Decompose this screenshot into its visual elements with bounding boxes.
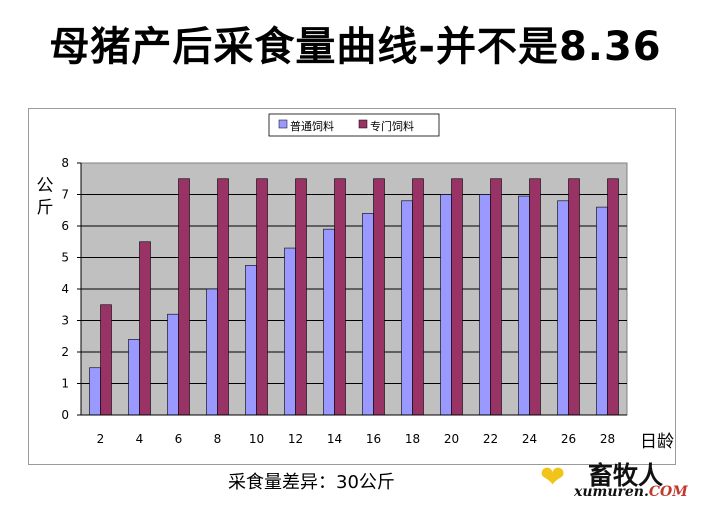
bar-special-20 [451,178,463,416]
bar-special-18 [412,178,424,416]
bar-special-4 [139,241,151,416]
x-tick-label: 24 [522,432,537,446]
bar-regular-16 [362,213,374,416]
y-tick-label: 7 [61,188,69,202]
x-axis-label: 日龄 [640,432,674,452]
bar-regular-12 [284,247,296,416]
x-tick-label: 18 [405,432,420,446]
bar-special-12 [295,178,307,416]
bar-regular-22 [479,194,491,416]
bar-special-6 [178,178,190,416]
bar-regular-14 [323,228,335,416]
bar-regular-2 [89,367,101,416]
y-axis-label: 斤 [37,198,54,218]
x-tick-label: 8 [214,432,222,446]
watermark-url-main: xumuren. [574,484,649,500]
legend-label: 专门饲料 [370,119,414,133]
x-tick-label: 20 [444,432,459,446]
y-axis-label: 公 [37,176,54,196]
y-tick-label: 4 [61,282,69,296]
legend-swatch [278,119,288,129]
footnote: 采食量差异：30公斤 [228,472,395,493]
bar-special-10 [256,178,268,416]
bar-special-16 [373,178,385,416]
x-tick-label: 6 [175,432,183,446]
bar-regular-4 [128,339,140,416]
bar-special-28 [607,178,619,416]
bar-special-8 [217,178,229,416]
bar-regular-26 [557,200,569,416]
bar-regular-10 [245,265,257,416]
bar-special-26 [568,178,580,416]
slide-title: 母猪产后采食量曲线-并不是8.36 [49,24,662,70]
x-tick-label: 10 [249,432,264,446]
watermark-url: xumuren.COM [574,484,688,500]
y-tick-label: 0 [61,408,69,422]
y-tick-label: 8 [61,156,69,170]
chart-frame: 0 1 2 3 4 5 6 7 8 2 4 6 8 10 12 14 16 18 20 22 24 26 28 公斤日龄 普通饲… [28,108,676,465]
watermark-logo: ❤ 畜牧人 xumuren.COM [534,458,704,502]
x-tick-label: 4 [136,432,144,446]
y-tick-label: 1 [61,377,69,391]
bar-special-2 [100,304,112,416]
heart-icon: ❤ [540,460,566,495]
bar-special-24 [529,178,541,416]
bar-regular-28 [596,206,608,416]
bar-regular-24 [518,195,530,416]
bar-regular-8 [206,288,218,416]
bar-regular-18 [401,200,413,416]
y-tick-label: 6 [61,219,69,233]
x-tick-label: 28 [600,432,615,446]
bar-special-14 [334,178,346,416]
bar-regular-20 [440,194,452,416]
bar-special-22 [490,178,502,416]
y-tick-label: 2 [61,345,69,359]
legend-swatch [358,119,368,129]
x-tick-label: 2 [97,432,105,446]
x-tick-label: 22 [483,432,498,446]
legend-box [268,113,440,137]
bar-regular-6 [167,313,179,416]
x-tick-label: 16 [366,432,381,446]
x-tick-label: 12 [288,432,303,446]
x-tick-label: 14 [327,432,342,446]
watermark-name: 畜牧人 [588,461,664,490]
x-tick-label: 26 [561,432,576,446]
y-tick-label: 3 [61,314,69,328]
watermark-url-com: COM [648,484,688,500]
legend-label: 普通饲料 [290,119,334,133]
y-tick-label: 5 [61,251,69,265]
